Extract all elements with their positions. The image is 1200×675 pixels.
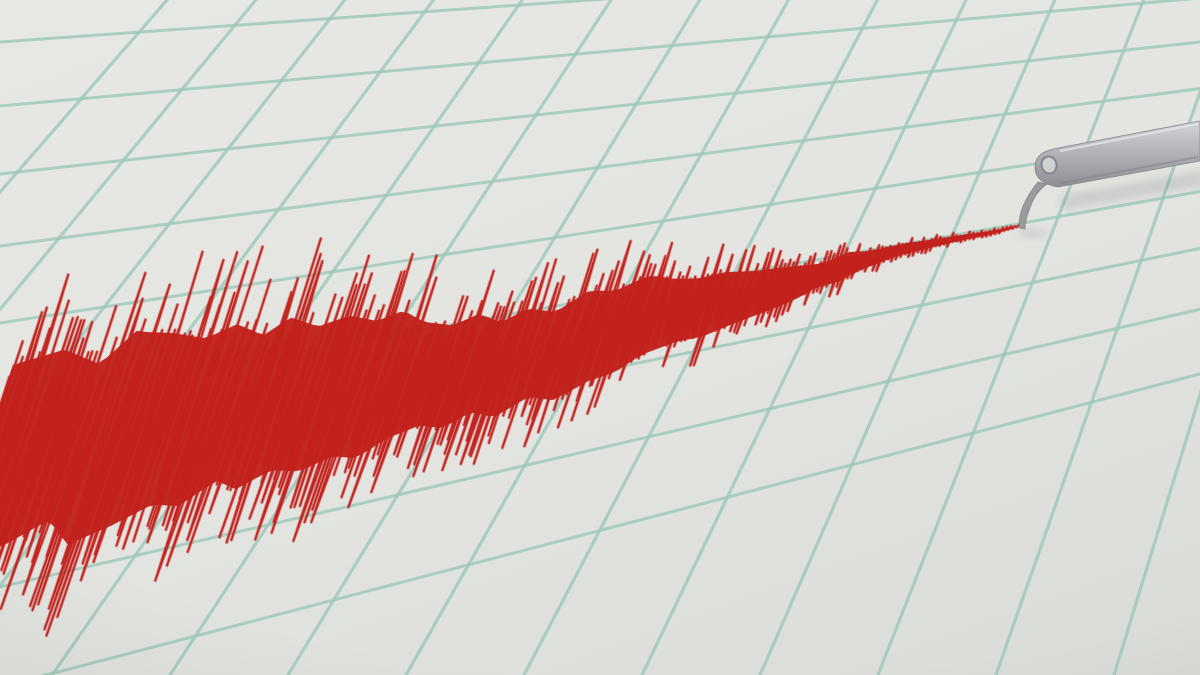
grid-vertical-line	[0, 0, 170, 195]
grid-vertical-line	[640, 0, 968, 675]
grid-horizontal-line	[0, 0, 1195, 108]
grid-vertical-line	[758, 0, 1057, 675]
pen-arm-highlight	[1059, 122, 1199, 153]
pen-arm	[1034, 120, 1200, 188]
pen-arm-shadow	[1060, 171, 1200, 211]
grid-horizontal-line	[0, 40, 1200, 176]
trace-zigzag	[0, 224, 1021, 637]
grid-vertical-line	[994, 87, 1200, 675]
pen-tip	[1018, 181, 1049, 230]
grid-vertical-line	[1112, 389, 1200, 675]
seismograph-pen	[1017, 120, 1200, 238]
grid-horizontal-line	[0, 87, 1200, 248]
pen-contact-shadow	[1017, 228, 1049, 238]
grid-vertical-line	[0, 0, 347, 443]
grid-horizontal-line	[40, 372, 1200, 675]
grid-vertical-line	[876, 0, 1146, 675]
grid-horizontal-line	[0, 0, 612, 44]
grid-horizontal-line	[0, 307, 1200, 589]
grid-vertical-line	[0, 0, 258, 313]
seismograph-trace	[0, 223, 1021, 638]
pen-arm-underside	[1059, 156, 1199, 184]
pen-pivot-hole	[1040, 155, 1058, 175]
